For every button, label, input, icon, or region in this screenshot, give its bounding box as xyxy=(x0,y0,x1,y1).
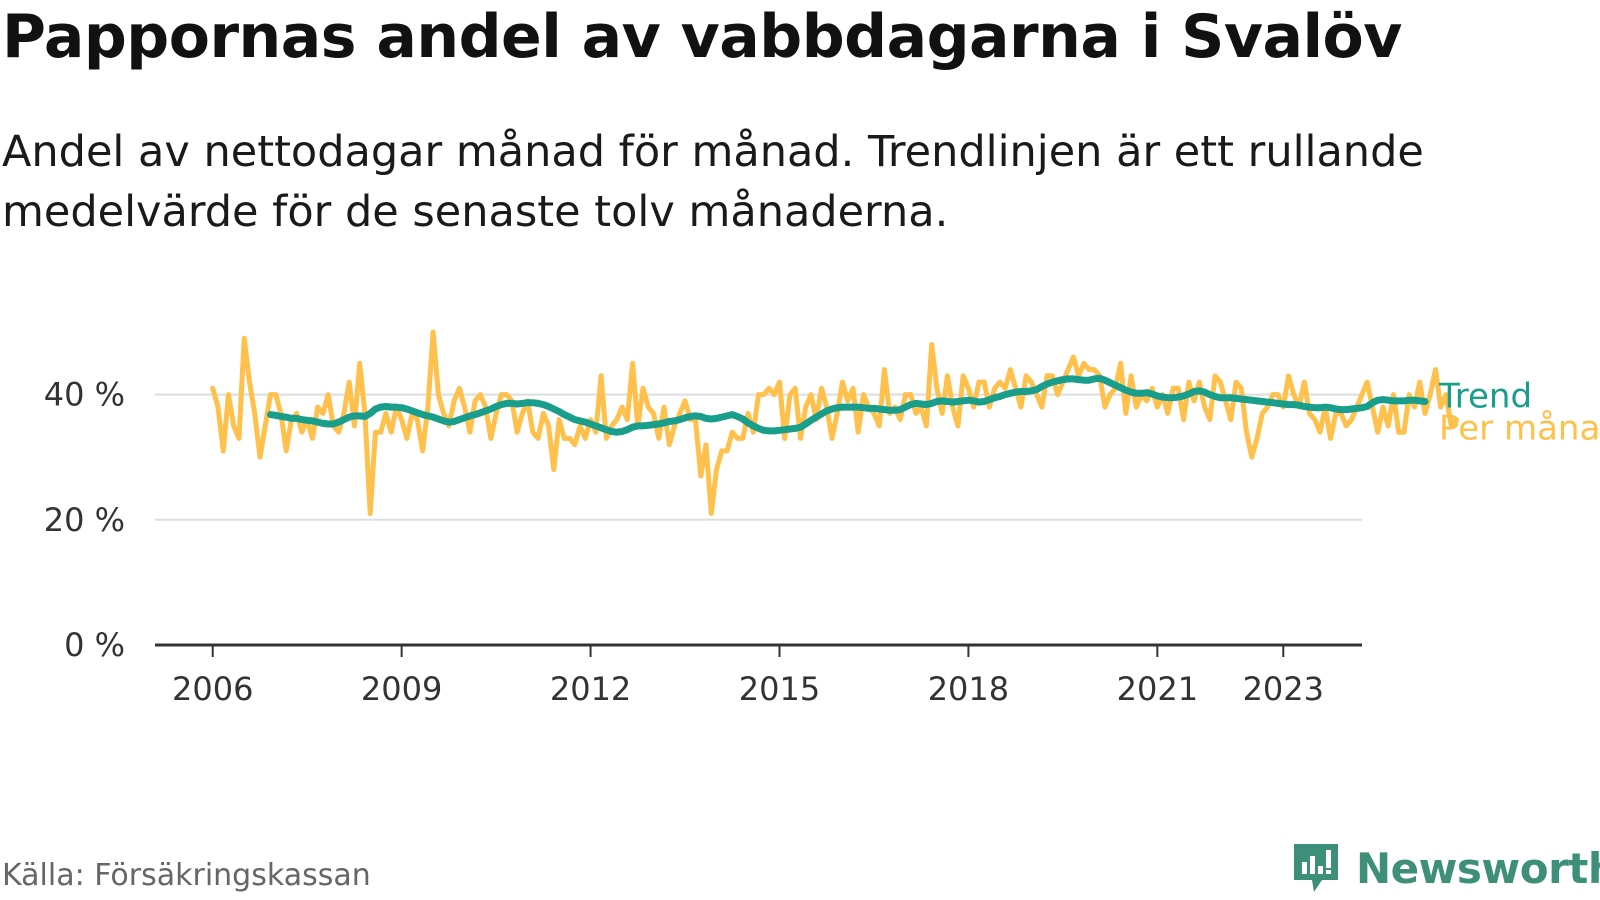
x-tick-label: 2006 xyxy=(172,670,253,708)
x-tick-label: 2021 xyxy=(1117,670,1198,708)
chart-title: Pappornas andel av vabbdagarna i Svalöv xyxy=(2,2,1402,72)
x-axis-tick-labels: 2006 2009 2012 2015 2018 2021 2023 xyxy=(172,670,1324,708)
x-axis xyxy=(155,643,1362,657)
trend-series-label: Trend xyxy=(1438,376,1532,416)
x-tick-label: 2012 xyxy=(550,670,631,708)
x-tick-label: 2018 xyxy=(928,670,1009,708)
y-tick-label: 0 % xyxy=(64,626,125,664)
monthly-series-line xyxy=(210,329,1459,516)
y-tick-label: 20 % xyxy=(44,501,125,539)
source-note: Källa: Försäkringskassan xyxy=(2,858,371,893)
y-tick-label: 40 % xyxy=(44,376,125,414)
newsworthy-logo-icon xyxy=(1294,844,1338,892)
y-axis-tick-labels: 0 % 20 % 40 % xyxy=(44,376,125,664)
x-tick-label: 2009 xyxy=(361,670,442,708)
x-tick-label: 2015 xyxy=(739,670,820,708)
monthly-series-label: Per månad xyxy=(1439,408,1600,448)
chart-subtitle: Andel av nettodagar månad för månad. Tre… xyxy=(2,127,1424,237)
trend-series-line xyxy=(267,374,1429,436)
newsworthy-logo-text: Newsworthy xyxy=(1356,843,1600,893)
x-tick-label: 2023 xyxy=(1243,670,1324,708)
series-lines xyxy=(210,329,1459,516)
newsworthy-logo[interactable]: Newsworthy xyxy=(1292,842,1600,894)
